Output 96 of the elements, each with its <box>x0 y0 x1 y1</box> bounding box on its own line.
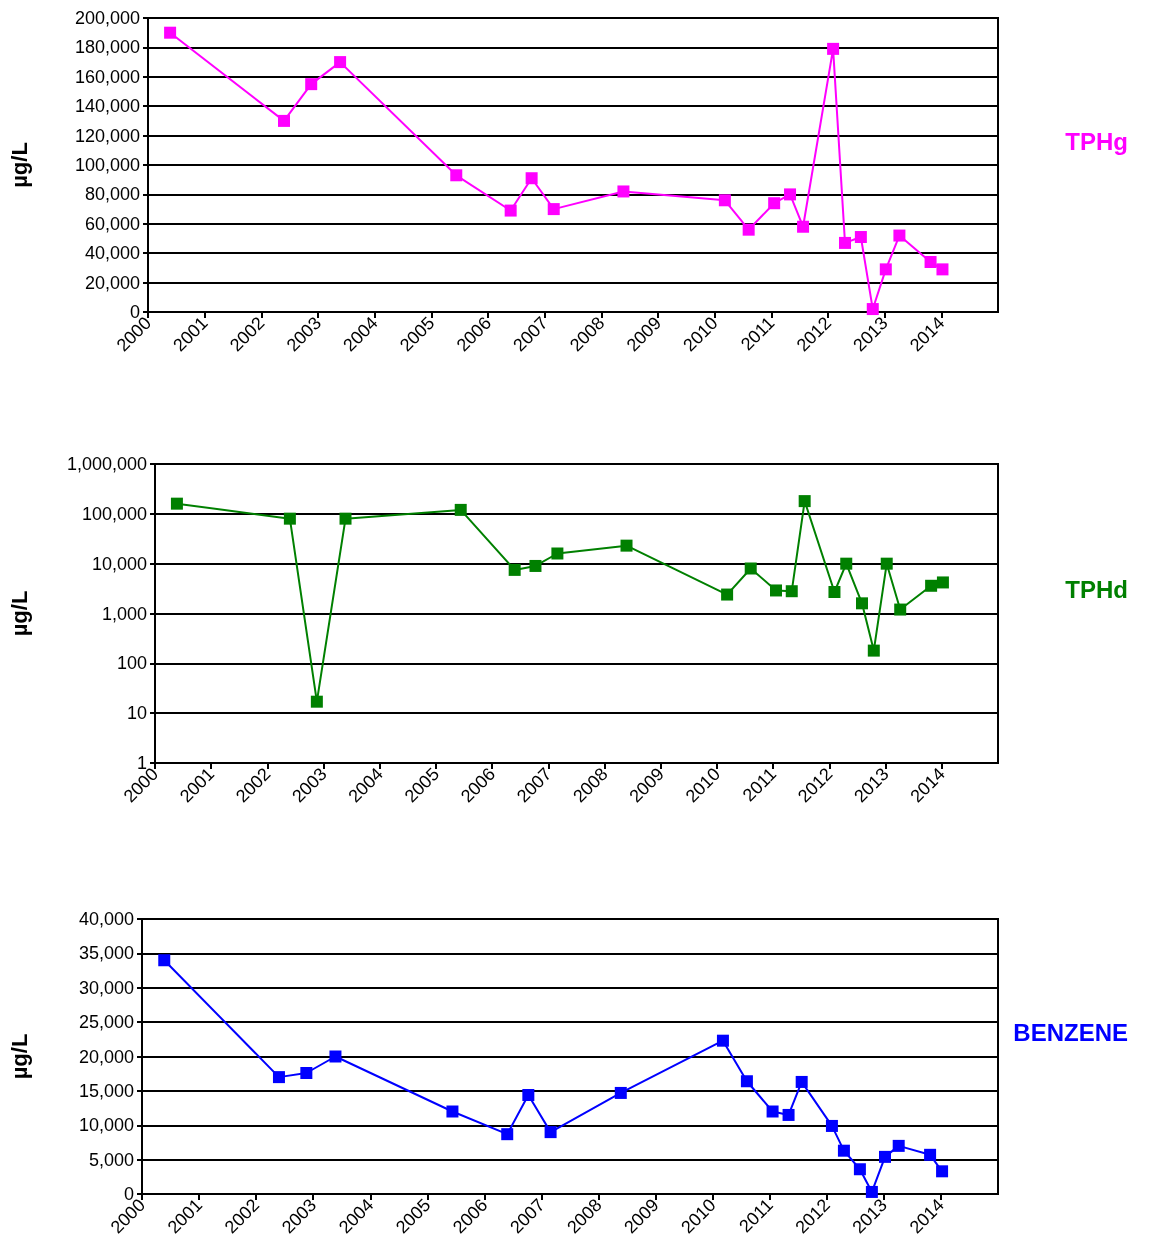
y-tick-label: 35,000 <box>78 943 134 964</box>
point <box>742 223 755 236</box>
point <box>795 1075 808 1088</box>
point <box>551 547 564 560</box>
point <box>508 563 521 576</box>
y-tick-label: 40,000 <box>84 243 140 264</box>
point <box>936 576 949 589</box>
point <box>170 497 183 510</box>
y-tick-label: 10,000 <box>78 1115 134 1136</box>
point <box>892 1139 905 1152</box>
y-tick-label: 20,000 <box>84 272 140 293</box>
point <box>893 229 906 242</box>
y-tick-label: 200,000 <box>74 8 140 28</box>
y-tick-label: 15,000 <box>78 1080 134 1101</box>
y-tick-label: 20,000 <box>78 1046 134 1067</box>
y-tick-label: 140,000 <box>74 96 140 117</box>
point <box>283 512 296 525</box>
y-axis-title: µg/L <box>6 1033 32 1080</box>
y-tick-label: 30,000 <box>78 977 134 998</box>
point <box>925 579 938 592</box>
point <box>529 559 542 572</box>
y-tick-label: 120,000 <box>74 125 140 146</box>
point <box>305 78 318 91</box>
point <box>837 1144 850 1157</box>
point <box>827 42 840 55</box>
y-tick-label: 1,000,000 <box>66 454 147 474</box>
point <box>158 954 171 967</box>
point <box>879 263 892 276</box>
y-tick-label: 5,000 <box>88 1149 134 1170</box>
point <box>782 1108 795 1121</box>
point <box>766 1105 779 1118</box>
point <box>744 562 757 575</box>
y-tick-label: 25,000 <box>78 1012 134 1033</box>
point <box>770 584 783 597</box>
point <box>716 1034 729 1047</box>
y-tick-label: 60,000 <box>84 213 140 234</box>
y-tick-label: 10,000 <box>91 553 147 574</box>
point <box>840 557 853 570</box>
point <box>828 586 841 598</box>
point <box>272 1071 285 1084</box>
y-tick-label: 100 <box>116 653 147 674</box>
point <box>446 1105 459 1118</box>
point <box>785 585 798 598</box>
point <box>544 1126 557 1139</box>
y-tick-label: 1,000 <box>101 603 147 624</box>
point <box>329 1050 342 1063</box>
y-tick-label: 10 <box>126 703 147 724</box>
point <box>839 236 851 249</box>
text: TPHg <box>1065 127 1129 155</box>
y-tick-label: 100,000 <box>81 503 147 524</box>
point <box>522 1089 535 1101</box>
y-tick-label: 160,000 <box>74 66 140 87</box>
point <box>525 172 538 185</box>
point <box>866 303 879 316</box>
point <box>768 197 781 210</box>
point <box>718 194 731 207</box>
point <box>454 503 467 516</box>
y-tick-label: 180,000 <box>74 37 140 58</box>
point <box>740 1075 753 1088</box>
y-axis-title: µg/L <box>6 590 32 637</box>
point <box>450 169 463 182</box>
point <box>894 603 907 616</box>
point <box>334 56 347 69</box>
point <box>879 1150 892 1163</box>
point <box>620 539 633 552</box>
point <box>614 1086 627 1099</box>
point <box>310 695 323 708</box>
point <box>164 26 177 39</box>
point <box>617 185 630 198</box>
y-tick-label: 40,000 <box>78 909 134 929</box>
point <box>867 644 880 657</box>
y-tick-label: 100,000 <box>74 155 140 175</box>
point <box>798 495 811 508</box>
point <box>501 1128 514 1141</box>
point <box>856 597 868 610</box>
point <box>924 1148 937 1161</box>
point <box>854 231 867 244</box>
point <box>721 588 734 601</box>
point <box>880 557 893 570</box>
point <box>825 1119 838 1132</box>
point <box>339 512 352 525</box>
y-tick-label: 80,000 <box>84 184 140 205</box>
point <box>278 114 290 127</box>
text: BENZENE <box>1013 1019 1129 1046</box>
point <box>300 1067 313 1079</box>
y-axis-title: µg/L <box>6 142 32 188</box>
point <box>936 263 949 276</box>
point <box>547 203 560 216</box>
point <box>853 1163 866 1176</box>
point <box>924 256 937 269</box>
point <box>504 204 517 217</box>
text: TPHd <box>1065 576 1129 603</box>
point <box>865 1185 878 1198</box>
point <box>797 220 810 233</box>
point <box>784 188 797 201</box>
point <box>936 1165 949 1178</box>
